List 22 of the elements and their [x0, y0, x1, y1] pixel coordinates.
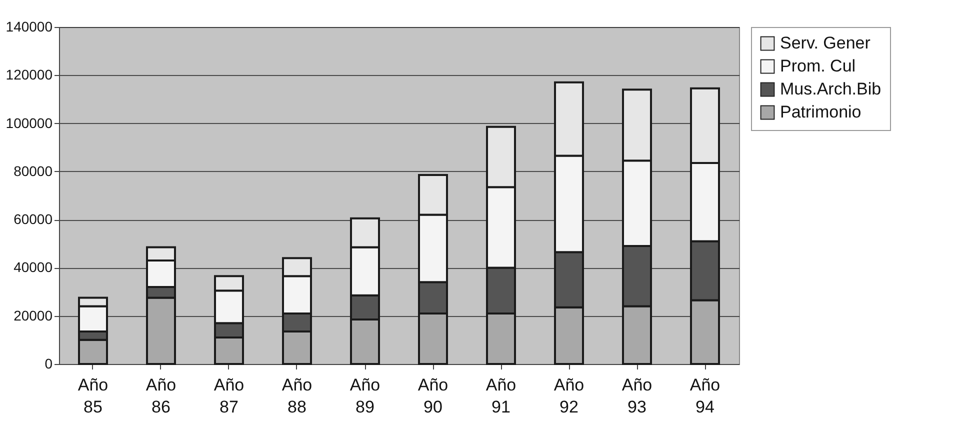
- x-tick-label: Año 85: [78, 376, 108, 416]
- x-tick-label: Año 88: [282, 376, 312, 416]
- x-tick-label: Año 92: [554, 376, 584, 416]
- legend-label: Patrimonio: [780, 102, 862, 122]
- x-tick-label: Año 94: [690, 376, 720, 416]
- x-tick-label: Año 91: [486, 376, 516, 416]
- y-tick-label: 120000: [6, 66, 53, 83]
- y-tick-label: 100000: [6, 114, 53, 131]
- x-tick-label: Año 87: [214, 376, 244, 416]
- legend-label: Prom. Cul: [780, 56, 856, 76]
- y-tick-label: 60000: [14, 211, 53, 228]
- x-tick-label: Año 90: [418, 376, 448, 416]
- legend-label: Serv. Gener: [780, 34, 871, 52]
- y-tick-label: 80000: [14, 162, 53, 179]
- y-tick-label: 40000: [14, 259, 53, 276]
- y-tick-label: 0: [44, 356, 53, 372]
- x-tick-label: Año 86: [146, 376, 176, 416]
- legend-label: Mus.Arch.Bib: [780, 80, 882, 98]
- x-tick-label: Año 93: [622, 376, 652, 416]
- y-tick-label: 20000: [14, 307, 53, 324]
- x-tick-label: Año 89: [350, 376, 380, 416]
- y-tick-label: 140000: [6, 18, 53, 34]
